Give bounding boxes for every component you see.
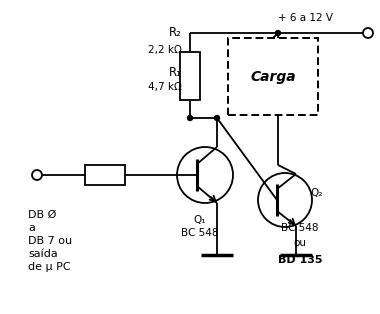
Text: Carga: Carga <box>250 69 296 84</box>
Circle shape <box>214 116 220 121</box>
Text: DB Ø: DB Ø <box>28 210 56 220</box>
Text: BC 548: BC 548 <box>181 228 219 238</box>
Text: + 6 a 12 V: + 6 a 12 V <box>277 13 332 23</box>
Text: BD 135: BD 135 <box>278 255 322 265</box>
Text: R₁: R₁ <box>169 66 182 78</box>
Text: ou: ou <box>293 238 307 248</box>
Text: 2,2 kΩ: 2,2 kΩ <box>148 45 182 55</box>
Text: Q₂: Q₂ <box>310 188 322 198</box>
Text: Q₁: Q₁ <box>194 215 206 225</box>
Bar <box>85 165 125 185</box>
Text: 4,7 kΩ: 4,7 kΩ <box>148 82 182 92</box>
Text: R₂: R₂ <box>169 26 182 40</box>
Text: de μ PC: de μ PC <box>28 262 71 272</box>
Circle shape <box>187 116 193 121</box>
Text: a: a <box>28 223 35 233</box>
Circle shape <box>276 30 280 35</box>
Text: DB 7 ou: DB 7 ou <box>28 236 72 246</box>
Bar <box>228 38 318 115</box>
Text: BC 548: BC 548 <box>281 223 319 233</box>
Text: saída: saída <box>28 249 58 259</box>
Bar <box>180 52 200 100</box>
